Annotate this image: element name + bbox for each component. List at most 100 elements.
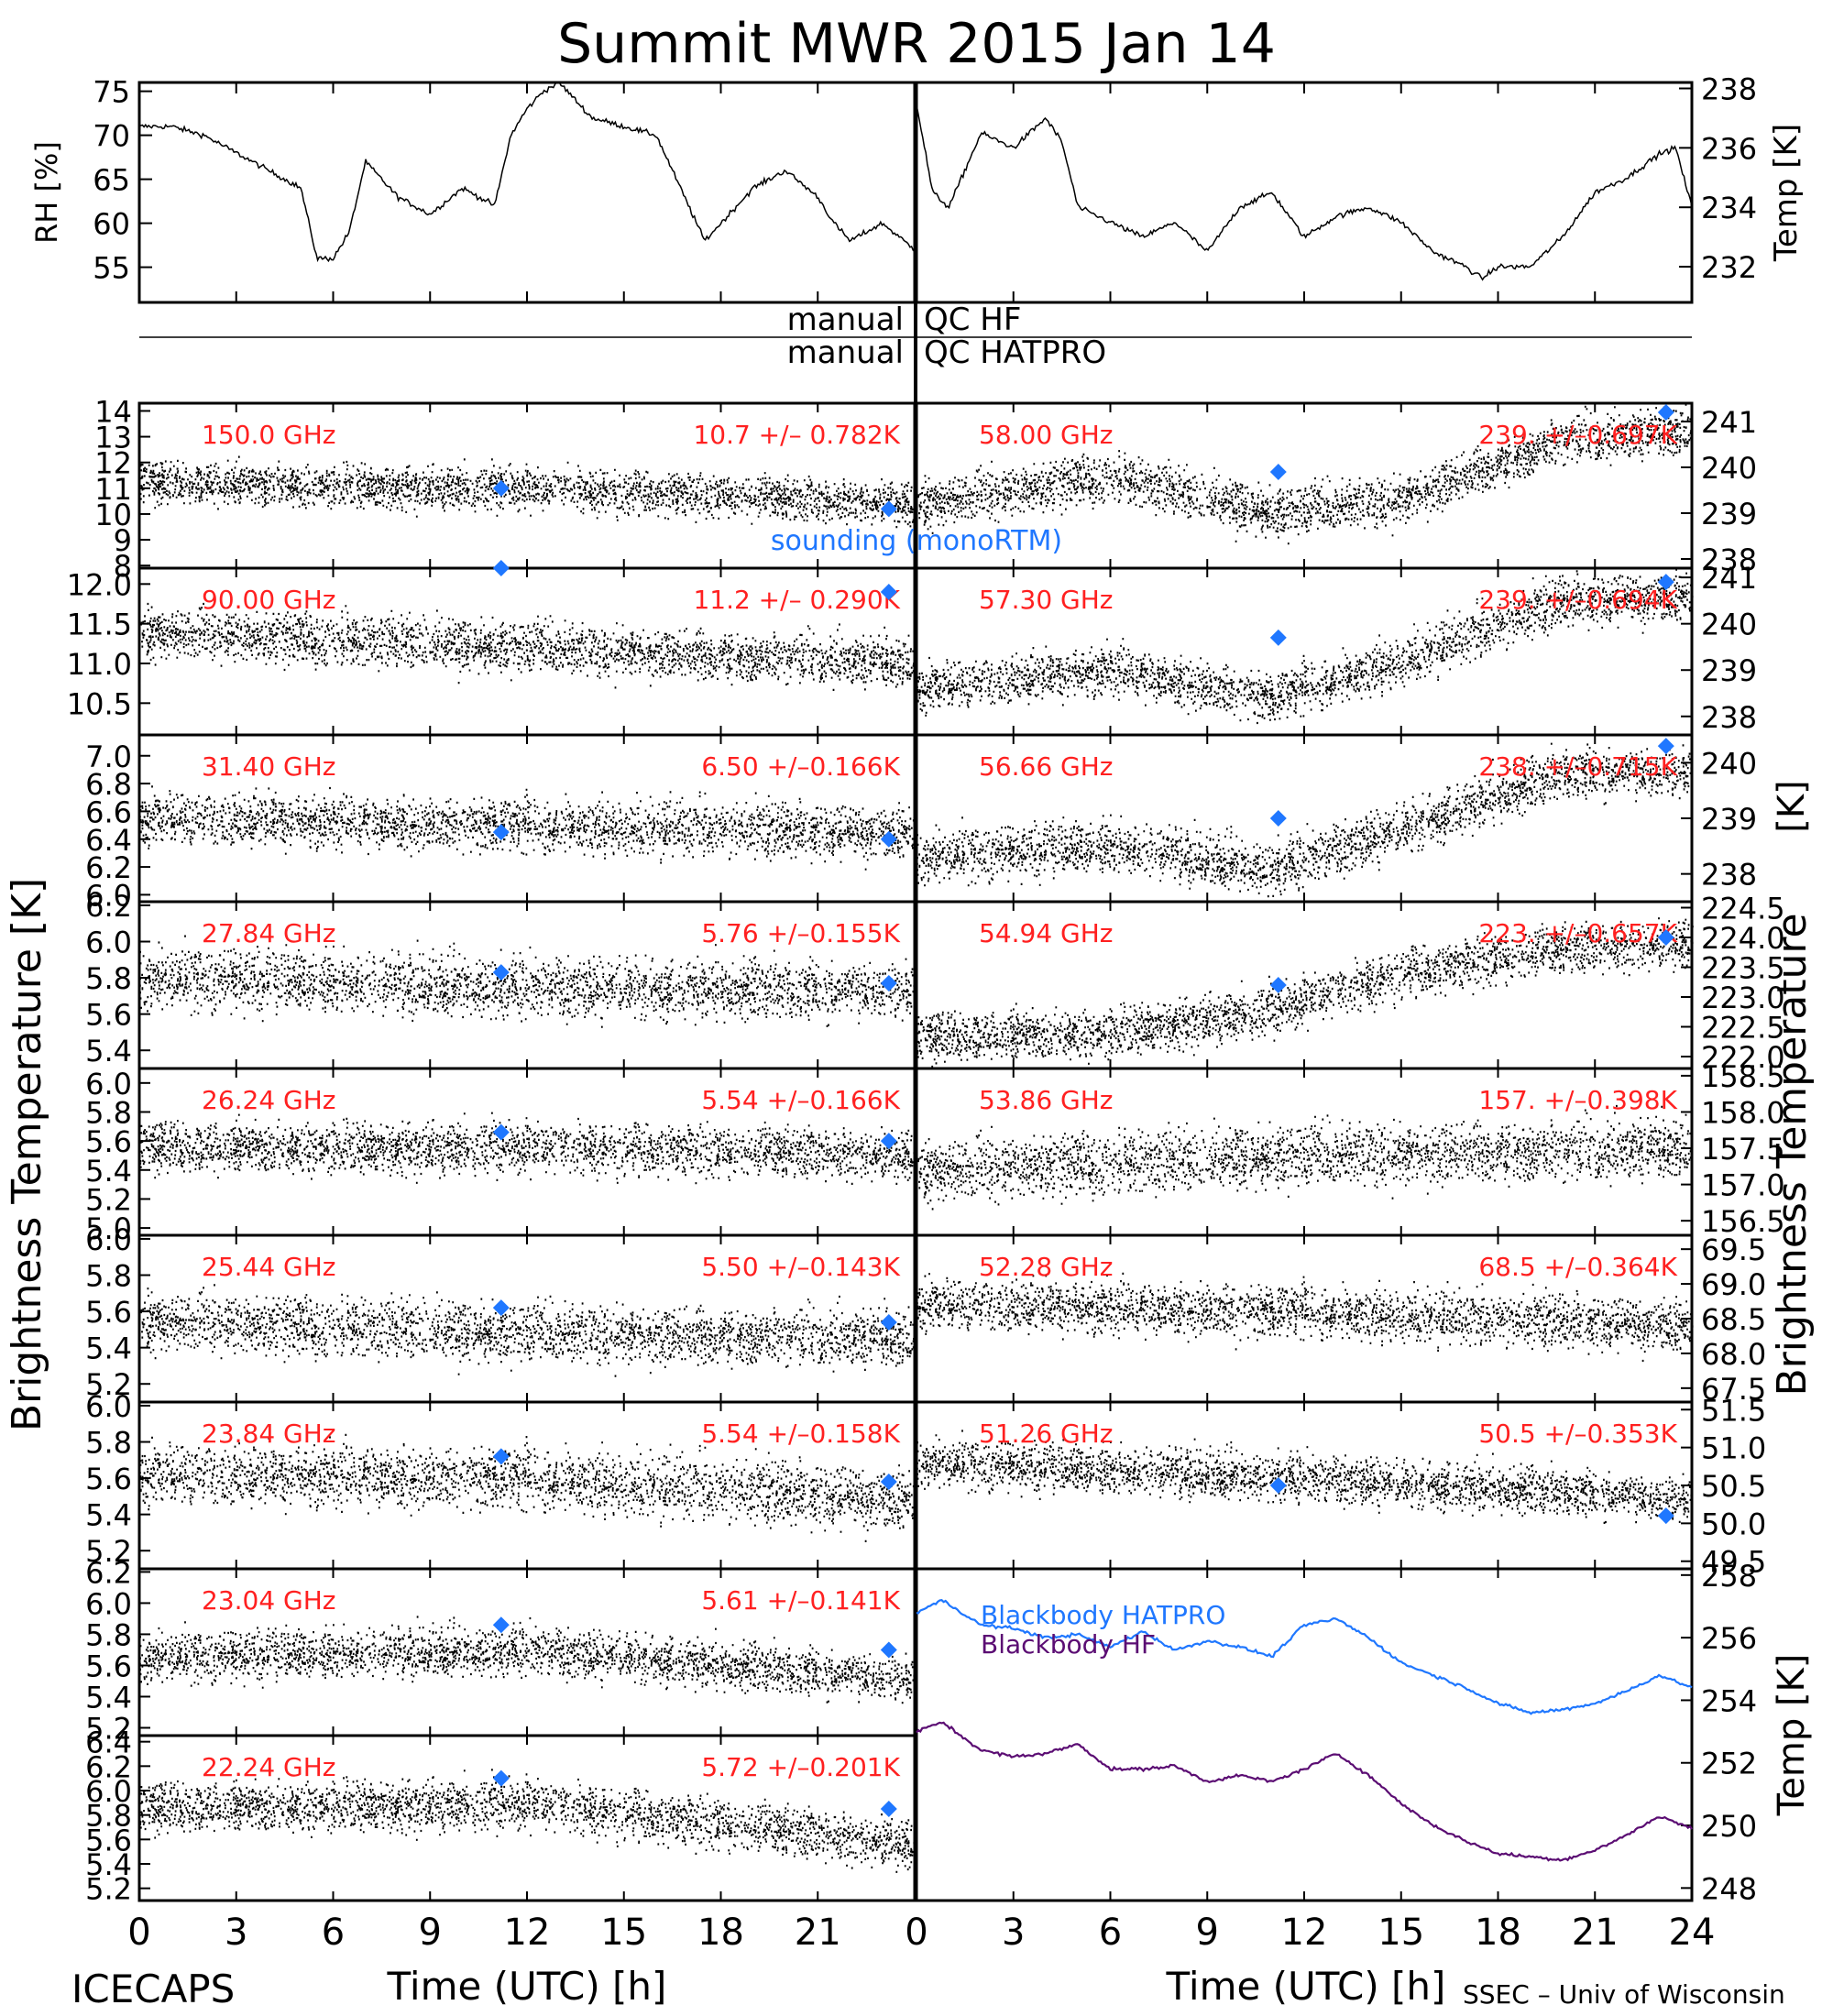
y-tick-label: 65 (93, 163, 130, 198)
measurement-points (916, 916, 1694, 1068)
y-tick-label: 258 (1701, 1559, 1757, 1594)
y-tick-label: 5.6 (85, 1462, 132, 1496)
x-tick-label: 0 (905, 1912, 927, 1954)
measurement-points (139, 455, 916, 529)
y-tick-label: 250 (1701, 1809, 1757, 1844)
y-tick-label: 5.8 (85, 961, 132, 996)
y-tick-label: 222.0 (1701, 1040, 1785, 1075)
y-tick-label: 13 (94, 421, 132, 455)
y-tick-label: 6.6 (85, 794, 132, 829)
y-tick-label: 156.5 (1701, 1204, 1785, 1239)
y-tick-label: 240 (1701, 746, 1757, 781)
y-tick-label: 238 (1701, 542, 1757, 577)
panel-90.00-ghz: 10.5 11.0 11.5 12.0 90.00 GHz 11.2 +/– 0.290K (67, 560, 916, 737)
y-tick-label: 248 (1701, 1871, 1757, 1906)
stats-label: 10.7 +/– 0.782K (693, 420, 900, 450)
x-tick-label: 15 (1377, 1912, 1424, 1954)
stats-label: 239. +/–0.694K (1478, 585, 1677, 615)
x-tick-label: 21 (795, 1912, 841, 1954)
y-tick-label: 69.0 (1701, 1267, 1766, 1302)
frequency-label: 23.04 GHz (202, 1585, 336, 1616)
measurement-points (916, 1272, 1694, 1363)
y-tick-label: 222.5 (1701, 1011, 1785, 1046)
y-tick-label: 223.0 (1701, 981, 1785, 1015)
y-tick-label: 6.2 (85, 1749, 132, 1784)
y-tick-label: 240 (1701, 608, 1757, 642)
y-tick-label: 239 (1701, 497, 1757, 531)
y-tick-label: 51.0 (1701, 1431, 1766, 1466)
y-tick-label: 6.0 (85, 1774, 132, 1809)
measurement-points (917, 1104, 1694, 1211)
y-tick-label: 6.0 (85, 878, 132, 913)
y-tick-label: 5.6 (85, 1649, 132, 1683)
footer-icecaps: ICECAPS (71, 1967, 235, 2011)
sounding-marker (880, 1133, 897, 1150)
sounding-marker (1657, 738, 1674, 755)
panel-23.04-ghz: 5.25.45.65.86.06.2 23.04 GHz 5.61 +/–0.141… (85, 1555, 916, 1746)
x-tick-label: 12 (504, 1912, 551, 1954)
y-tick-label: 5.8 (85, 1617, 132, 1652)
y-tick-label: 252 (1701, 1747, 1757, 1781)
x-tick-label: 24 (1669, 1912, 1716, 1954)
right-lower-axis-label: Brightness Temperature (1769, 913, 1816, 1396)
y-tick-label: 6.0 (85, 1067, 132, 1101)
sounding-marker (880, 500, 897, 518)
stats-label: 5.54 +/–0.166K (701, 1085, 900, 1115)
x-tick-label: 6 (1099, 1912, 1122, 1954)
sounding-marker (492, 479, 510, 497)
y-tick-label: 11 (94, 472, 132, 507)
frequency-label: 26.24 GHz (202, 1085, 336, 1115)
y-tick-label: 5.2 (85, 1182, 132, 1217)
y-tick-label: 157.0 (1701, 1168, 1785, 1203)
frequency-label: 52.28 GHz (979, 1252, 1114, 1282)
qc-hf-label-left: manual (787, 301, 904, 338)
y-tick-label: 5.6 (85, 1823, 132, 1857)
panel-57.30-ghz: 238 239 240 241 57.30 GHz 239. +/–0.694K (915, 561, 1757, 737)
panel-25.44-ghz: 5.25.45.65.86.0 25.44 GHz 5.50 +/–0.143K (85, 1222, 916, 1404)
y-tick-label: 232 (1701, 250, 1757, 285)
y-tick-label: 6.2 (85, 1555, 132, 1590)
x-tick-label: 18 (1475, 1912, 1521, 1954)
y-tick-label: 50.5 (1701, 1469, 1766, 1504)
y-tick-label: 68.5 (1701, 1302, 1766, 1337)
temp-panel: 232 234 236 238 Temp [K] (915, 71, 1805, 304)
sounding-legend: sounding (monoRTM) (771, 525, 1062, 557)
y-tick-label: 5.6 (85, 1295, 132, 1330)
footer-ssec: SSEC – Univ of Wisconsin (1463, 1979, 1785, 2010)
rh-panel: 55 60 65 70 75 RH [%] (29, 75, 916, 304)
measurement-points (139, 935, 916, 1028)
frequency-label: 31.40 GHz (202, 751, 336, 782)
y-tick-label: 5.4 (85, 1498, 132, 1533)
stats-label: 5.72 +/–0.201K (701, 1752, 900, 1782)
y-tick-label: 224.0 (1701, 921, 1785, 956)
stats-label: 11.2 +/– 0.290K (693, 585, 900, 615)
y-tick-label: 158.0 (1701, 1095, 1785, 1130)
frequency-label: 56.66 GHz (979, 751, 1114, 782)
y-tick-label: 8 (114, 549, 132, 584)
panel-22.24-ghz: 5.25.45.65.86.06.26.4 22.24 GHz 5.72 +/–0.… (85, 1726, 916, 1907)
y-tick-label: 157.5 (1701, 1132, 1785, 1167)
y-tick-label: 67.5 (1701, 1372, 1766, 1407)
stats-label: 157. +/–0.398K (1478, 1085, 1677, 1115)
blackbody-panel: 248 250 252 254 256 258 Blackbody HATPROBlackb… (915, 1559, 1813, 1906)
y-tick-label: 6.2 (85, 889, 132, 924)
y-tick-label: 5.2 (85, 1534, 132, 1569)
sounding-marker (1657, 404, 1674, 421)
y-tick-label: 238 (1701, 858, 1757, 893)
measurement-points (917, 401, 1694, 545)
measurement-points (139, 1433, 916, 1542)
panel-51.26-ghz: 49.5 50.050.551.051.5 51.26 GHz 50.5 +/–0.3… (915, 1393, 1766, 1580)
y-tick-label: 51.5 (1701, 1393, 1766, 1428)
y-tick-label: 50.0 (1701, 1507, 1766, 1541)
y-tick-label: 5.2 (85, 1872, 132, 1907)
y-tick-label: 254 (1701, 1683, 1757, 1718)
y-tick-label: 7.0 (85, 740, 132, 774)
frequency-label: 22.24 GHz (202, 1752, 336, 1782)
stats-label: 5.76 +/–0.155K (701, 918, 900, 948)
measurement-points (139, 1112, 916, 1185)
y-tick-label: 68.0 (1701, 1337, 1766, 1372)
y-tick-label: 5.4 (85, 1034, 132, 1068)
x-tick-label: 9 (1196, 1912, 1219, 1954)
frequency-label: 90.00 GHz (202, 585, 336, 615)
